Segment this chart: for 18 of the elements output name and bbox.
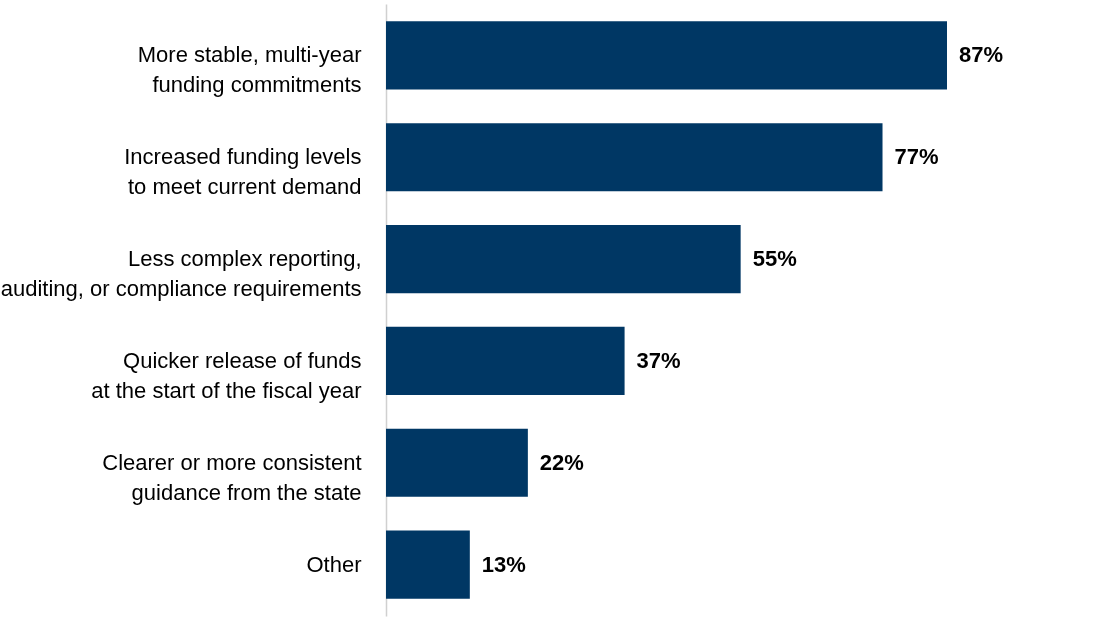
y-tick-label: Quicker release of funds at the start of the fiscal year [91, 347, 362, 403]
y-tick-label: More stable, multi-year funding commitments [137, 42, 362, 98]
y-tick-label: Less complex reporting, auditing, or compliance requirements [0, 246, 362, 302]
bar [386, 428, 528, 497]
bar [386, 123, 883, 192]
data-label: 77% [894, 144, 939, 170]
y-tick-label: Increased funding levels to meet current demand [124, 144, 362, 200]
bar [386, 21, 947, 90]
y-tick-label: Clearer or more consistent guidance from the state [102, 449, 362, 505]
data-label: 55% [752, 246, 797, 272]
y-tick-label: Other [306, 551, 362, 577]
bar [386, 224, 741, 294]
data-label: 13% [481, 551, 526, 577]
data-label: 22% [539, 449, 584, 475]
bar [386, 326, 625, 396]
data-label: 87% [959, 42, 1004, 68]
data-label: 37% [636, 347, 681, 373]
bar [386, 530, 470, 599]
